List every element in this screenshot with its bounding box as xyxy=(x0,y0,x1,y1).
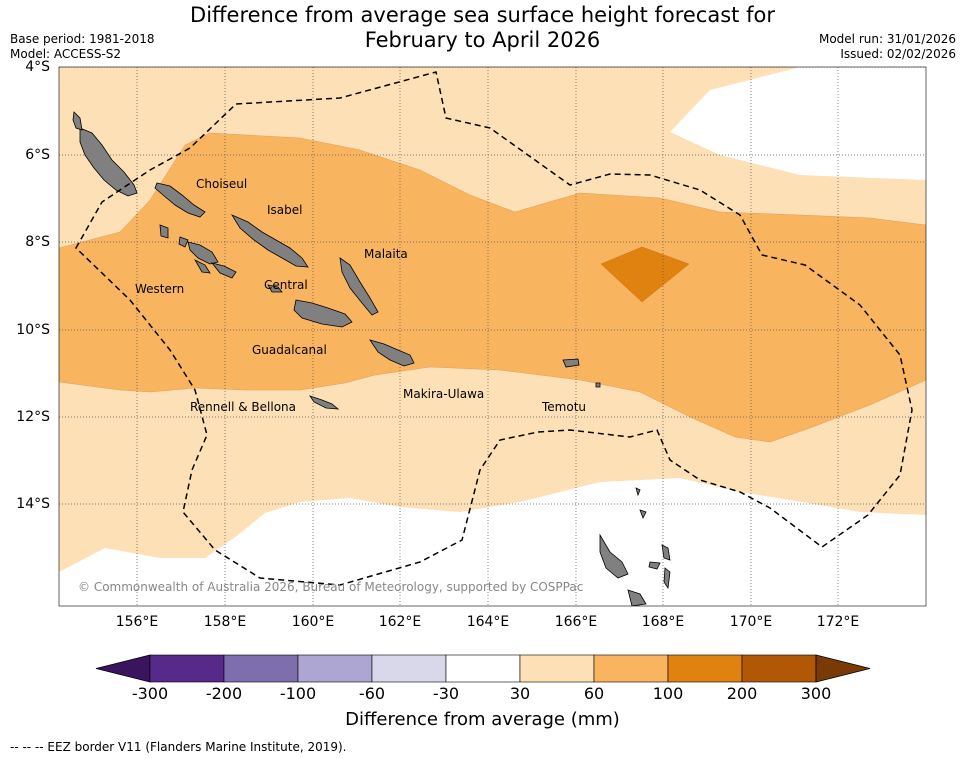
island-kolombangara xyxy=(178,236,189,248)
place-label-isabel: Isabel xyxy=(267,203,303,217)
title-line-1: Difference from average sea surface heig… xyxy=(190,3,775,27)
colorbar-extend-high xyxy=(815,654,871,683)
island-choiseul xyxy=(154,182,206,218)
colorbar-segment xyxy=(519,654,595,683)
colorbar-tick: -200 xyxy=(205,684,243,703)
lat-label-12s: 12°S xyxy=(16,409,50,425)
island-malekula xyxy=(627,589,647,606)
gridlines xyxy=(59,67,926,606)
island-makira xyxy=(369,339,415,367)
place-label-western: Western xyxy=(135,282,185,296)
colorbar-tick: -300 xyxy=(131,684,169,703)
colorbar-title: Difference from average (mm) xyxy=(345,709,620,730)
place-label-makira-ulawa: Makira-Ulawa xyxy=(403,387,485,401)
island-guadalcanal xyxy=(293,299,353,328)
colorbar-segment xyxy=(297,654,373,683)
lon-label-160e: 160°E xyxy=(291,614,335,630)
island-ambae xyxy=(648,561,661,570)
island-rendova xyxy=(193,259,211,274)
colorbar-tick: 300 xyxy=(800,684,832,703)
colorbar-tick: 200 xyxy=(726,684,758,703)
place-label-choiseul: Choiseul xyxy=(196,177,248,191)
lat-label-6s: 6°S xyxy=(25,147,50,163)
lon-label-170e: 170°E xyxy=(729,614,773,630)
island-vanikoro xyxy=(595,382,601,388)
island-bougainville xyxy=(79,127,138,197)
island-pentecost xyxy=(663,567,671,590)
model-run: Model run: 31/01/2026 xyxy=(818,32,956,46)
anomaly-band-30-60-west xyxy=(59,67,74,192)
chart-title: Difference from average sea surface heig… xyxy=(0,3,965,53)
island-banks xyxy=(639,509,647,519)
island-torres xyxy=(635,487,641,497)
lon-label-156e: 156°E xyxy=(115,614,159,630)
copyright-notice: © Commonwealth of Australia 2026, Bureau… xyxy=(78,580,584,594)
island-isabel xyxy=(230,214,309,268)
lat-label-4s: 4°S xyxy=(25,59,50,75)
colorbar-tick: 100 xyxy=(652,684,684,703)
island-malaita xyxy=(339,257,379,316)
islands xyxy=(72,111,671,606)
lon-label-164e: 164°E xyxy=(466,614,510,630)
colorbar-segment xyxy=(593,654,669,683)
colorbar xyxy=(95,654,871,683)
lon-label-172e: 172°E xyxy=(816,614,860,630)
island-buka xyxy=(72,111,83,131)
colorbar-tick: -60 xyxy=(358,684,386,703)
island-rennell xyxy=(309,395,340,410)
colorbar-segment xyxy=(149,654,225,683)
colorbar-tick: 30 xyxy=(509,684,531,703)
colorbar-segment xyxy=(371,654,447,683)
eez-footnote: -- -- -- EEZ border V11 (Flanders Marine… xyxy=(10,740,347,754)
lon-label-158e: 158°E xyxy=(203,614,247,630)
map-frame xyxy=(58,66,927,607)
island-vella-lavella xyxy=(159,224,169,239)
place-label-guadalcanal: Guadalcanal xyxy=(252,343,327,357)
island-florida xyxy=(267,284,283,293)
lat-label-8s: 8°S xyxy=(25,234,50,250)
place-label-temotu: Temotu xyxy=(542,400,587,414)
anomaly-band-100-200 xyxy=(600,246,690,303)
place-label-central: Central xyxy=(264,278,308,292)
model-name: Model: ACCESS-S2 xyxy=(10,47,122,61)
meta-right: Model run: 31/01/2026 Issued: 02/02/2026 xyxy=(819,32,956,62)
lon-label-168e: 168°E xyxy=(641,614,685,630)
colorbar-segment xyxy=(223,654,299,683)
island-espiritu-santo xyxy=(599,533,629,579)
place-label-malaita: Malaita xyxy=(364,247,408,261)
lat-label-14s: 14°S xyxy=(16,496,50,512)
title-line-2: February to April 2026 xyxy=(364,28,601,52)
island-new-georgia xyxy=(187,241,219,265)
place-label-rennell-bellona: Rennell & Bellona xyxy=(190,400,297,414)
lon-label-162e: 162°E xyxy=(378,614,422,630)
island-western-small xyxy=(210,262,237,279)
meta-left: Base period: 1981-2018 Model: ACCESS-S2 xyxy=(10,32,155,62)
issued-date: Issued: 02/02/2026 xyxy=(840,47,956,61)
colorbar-tick: -100 xyxy=(279,684,317,703)
base-period: Base period: 1981-2018 xyxy=(10,32,155,46)
colorbar-segment xyxy=(445,654,521,683)
colorbar-segment xyxy=(741,654,817,683)
colorbar-extend-low xyxy=(95,654,151,683)
colorbar-tick: -30 xyxy=(432,684,460,703)
colorbar-segment xyxy=(667,654,743,683)
lat-label-10s: 10°S xyxy=(16,322,50,338)
island-maewo xyxy=(661,544,671,561)
colorbar-tick: 60 xyxy=(583,684,605,703)
lon-label-166e: 166°E xyxy=(554,614,598,630)
island-nendo xyxy=(562,358,580,368)
anomaly-band-60-100 xyxy=(59,132,926,443)
